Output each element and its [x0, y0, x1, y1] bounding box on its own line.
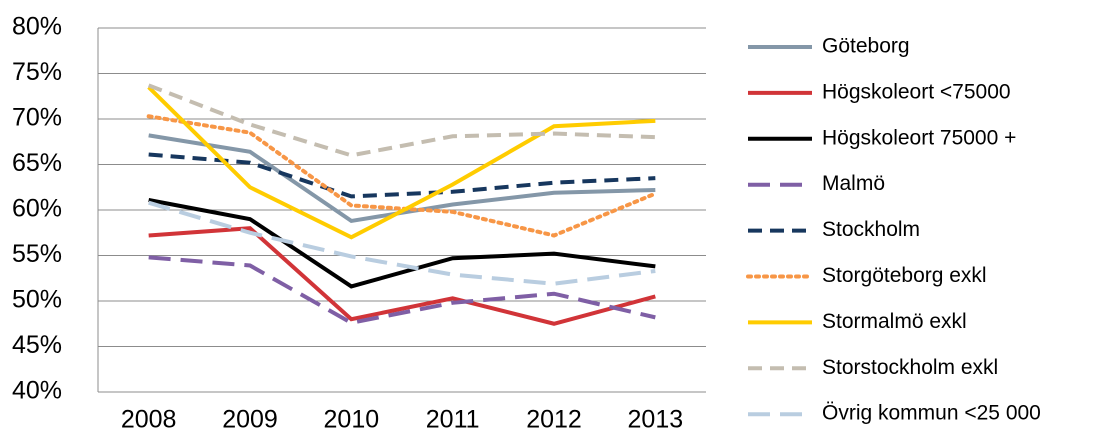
- legend-label: Storgöteborg exkl: [822, 264, 987, 287]
- legend-label: Stockholm: [822, 218, 920, 241]
- x-tick-label: 2011: [426, 406, 480, 434]
- series-line: [148, 226, 656, 326]
- legend-label: Stormalmö exkl: [822, 310, 967, 333]
- x-tick-label: 2013: [628, 406, 684, 434]
- legend-label: Högskoleort 75000 +: [822, 126, 1016, 149]
- y-tick-label: 45%: [12, 331, 62, 359]
- y-tick-label: 75%: [12, 58, 62, 86]
- x-tick-label: 2009: [222, 406, 278, 434]
- x-tick-label: 2008: [121, 406, 177, 434]
- legend-label: Storstockholm exkl: [822, 356, 998, 379]
- series-line: [147, 85, 656, 240]
- series-line: [148, 152, 656, 199]
- y-tick-label: 40%: [12, 377, 62, 405]
- legend-label: Göteborg: [822, 35, 910, 58]
- series-line: [148, 198, 656, 289]
- series-line: [148, 255, 656, 325]
- y-tick-label: 80%: [12, 13, 62, 41]
- legend-label: Högskoleort <75000: [822, 80, 1011, 103]
- legend-label: Malmö: [822, 172, 885, 195]
- y-tick-label: 60%: [12, 195, 62, 223]
- y-tick-label: 55%: [12, 240, 62, 268]
- y-tick-label: 65%: [12, 149, 62, 177]
- y-tick-label: 50%: [12, 286, 62, 314]
- series-line: [146, 114, 658, 238]
- y-tick-label: 70%: [12, 104, 62, 132]
- series-line: [148, 200, 656, 286]
- series-line: [147, 83, 656, 158]
- legend-label: Övrig kommun <25 000: [822, 402, 1041, 425]
- x-tick-label: 2010: [324, 406, 380, 434]
- x-tick-label: 2012: [526, 406, 582, 434]
